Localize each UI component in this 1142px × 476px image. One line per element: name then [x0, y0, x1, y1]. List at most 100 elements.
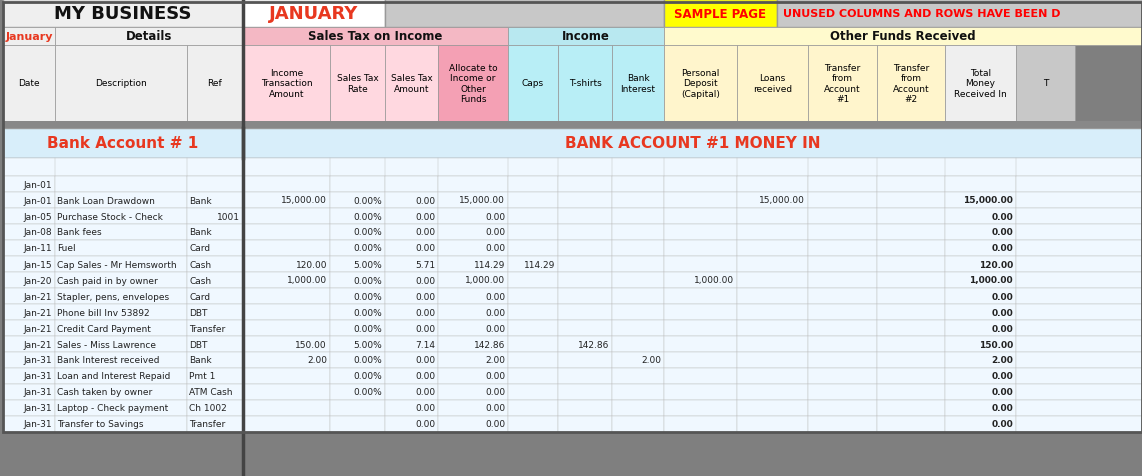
Bar [385, 320, 439, 336]
Text: 15,000.00: 15,000.00 [281, 196, 327, 205]
Bar [558, 320, 612, 336]
Text: 0.00: 0.00 [415, 276, 435, 285]
Text: 0.00%: 0.00% [353, 372, 383, 381]
Bar [664, 46, 737, 122]
Bar [243, 272, 330, 288]
Bar [944, 272, 1016, 288]
Text: 0.00: 0.00 [415, 324, 435, 333]
Bar [3, 129, 243, 159]
Bar [439, 225, 508, 240]
Bar [3, 272, 55, 288]
Bar [385, 0, 664, 28]
Text: T-shirts: T-shirts [569, 79, 602, 89]
Bar [385, 368, 439, 384]
Bar [243, 240, 330, 257]
Bar [243, 416, 330, 432]
Text: 0.00: 0.00 [485, 420, 505, 428]
Bar [439, 304, 508, 320]
Bar [439, 400, 508, 416]
Bar [439, 208, 508, 225]
Text: 0.00: 0.00 [991, 387, 1013, 397]
Bar [385, 208, 439, 225]
Bar [612, 320, 664, 336]
Bar [508, 416, 558, 432]
Bar [777, 0, 1142, 28]
Text: 1,000.00: 1,000.00 [970, 276, 1013, 285]
Bar [612, 193, 664, 208]
Text: 1001: 1001 [217, 212, 240, 221]
Bar [1016, 208, 1142, 225]
Bar [187, 352, 243, 368]
Bar [737, 272, 809, 288]
Bar [439, 257, 508, 272]
Bar [612, 177, 664, 193]
Text: Credit Card Payment: Credit Card Payment [57, 324, 151, 333]
Bar [944, 368, 1016, 384]
Bar [664, 320, 737, 336]
Bar [664, 0, 777, 28]
Bar [1016, 416, 1142, 432]
Bar [508, 257, 558, 272]
Bar [3, 240, 55, 257]
Bar [187, 336, 243, 352]
Bar [385, 304, 439, 320]
Bar [243, 288, 330, 304]
Text: Transfer: Transfer [188, 420, 225, 428]
Text: Jan-31: Jan-31 [23, 420, 53, 428]
Bar [3, 384, 55, 400]
Text: Income: Income [562, 30, 610, 43]
Text: Caps: Caps [522, 79, 544, 89]
Text: Jan-31: Jan-31 [23, 356, 53, 365]
Bar [944, 225, 1016, 240]
Text: 0.00: 0.00 [415, 356, 435, 365]
Text: 0.00: 0.00 [415, 372, 435, 381]
Bar [737, 225, 809, 240]
Text: 0.00: 0.00 [991, 308, 1013, 317]
Bar [439, 46, 508, 122]
Bar [243, 28, 508, 46]
Text: 5.00%: 5.00% [353, 340, 383, 349]
Bar [508, 177, 558, 193]
Text: Allocate to
Income or
Other
Funds: Allocate to Income or Other Funds [449, 64, 497, 104]
Bar [558, 416, 612, 432]
Text: 0.00: 0.00 [991, 420, 1013, 428]
Bar [243, 368, 330, 384]
Bar [944, 416, 1016, 432]
Bar [385, 416, 439, 432]
Bar [508, 336, 558, 352]
Bar [877, 257, 944, 272]
Bar [944, 336, 1016, 352]
Bar [809, 416, 877, 432]
Bar [944, 240, 1016, 257]
Bar [612, 240, 664, 257]
Bar [944, 288, 1016, 304]
Text: Jan-01: Jan-01 [23, 196, 53, 205]
Bar [737, 304, 809, 320]
Bar [1016, 193, 1142, 208]
Text: Bank Interest received: Bank Interest received [57, 356, 160, 365]
Bar [385, 46, 439, 122]
Bar [944, 304, 1016, 320]
Bar [508, 28, 664, 46]
Text: 0.00: 0.00 [991, 228, 1013, 237]
Bar [243, 257, 330, 272]
Bar [330, 400, 385, 416]
Bar [508, 240, 558, 257]
Text: 0.00: 0.00 [415, 387, 435, 397]
Text: 0.00: 0.00 [415, 196, 435, 205]
Text: 0.00: 0.00 [415, 308, 435, 317]
Text: Laptop - Check payment: Laptop - Check payment [57, 404, 168, 413]
Text: 2.00: 2.00 [485, 356, 505, 365]
Text: Income
Transaction
Amount: Income Transaction Amount [260, 69, 312, 99]
Text: 0.00: 0.00 [485, 324, 505, 333]
Text: 2.00: 2.00 [991, 356, 1013, 365]
Text: Jan-21: Jan-21 [24, 324, 53, 333]
Bar [809, 193, 877, 208]
Bar [3, 28, 55, 46]
Bar [3, 320, 55, 336]
Text: 0.00: 0.00 [485, 387, 505, 397]
Text: January: January [6, 32, 53, 42]
Text: 1,000.00: 1,000.00 [694, 276, 734, 285]
Bar [508, 320, 558, 336]
Text: Cash: Cash [188, 260, 211, 269]
